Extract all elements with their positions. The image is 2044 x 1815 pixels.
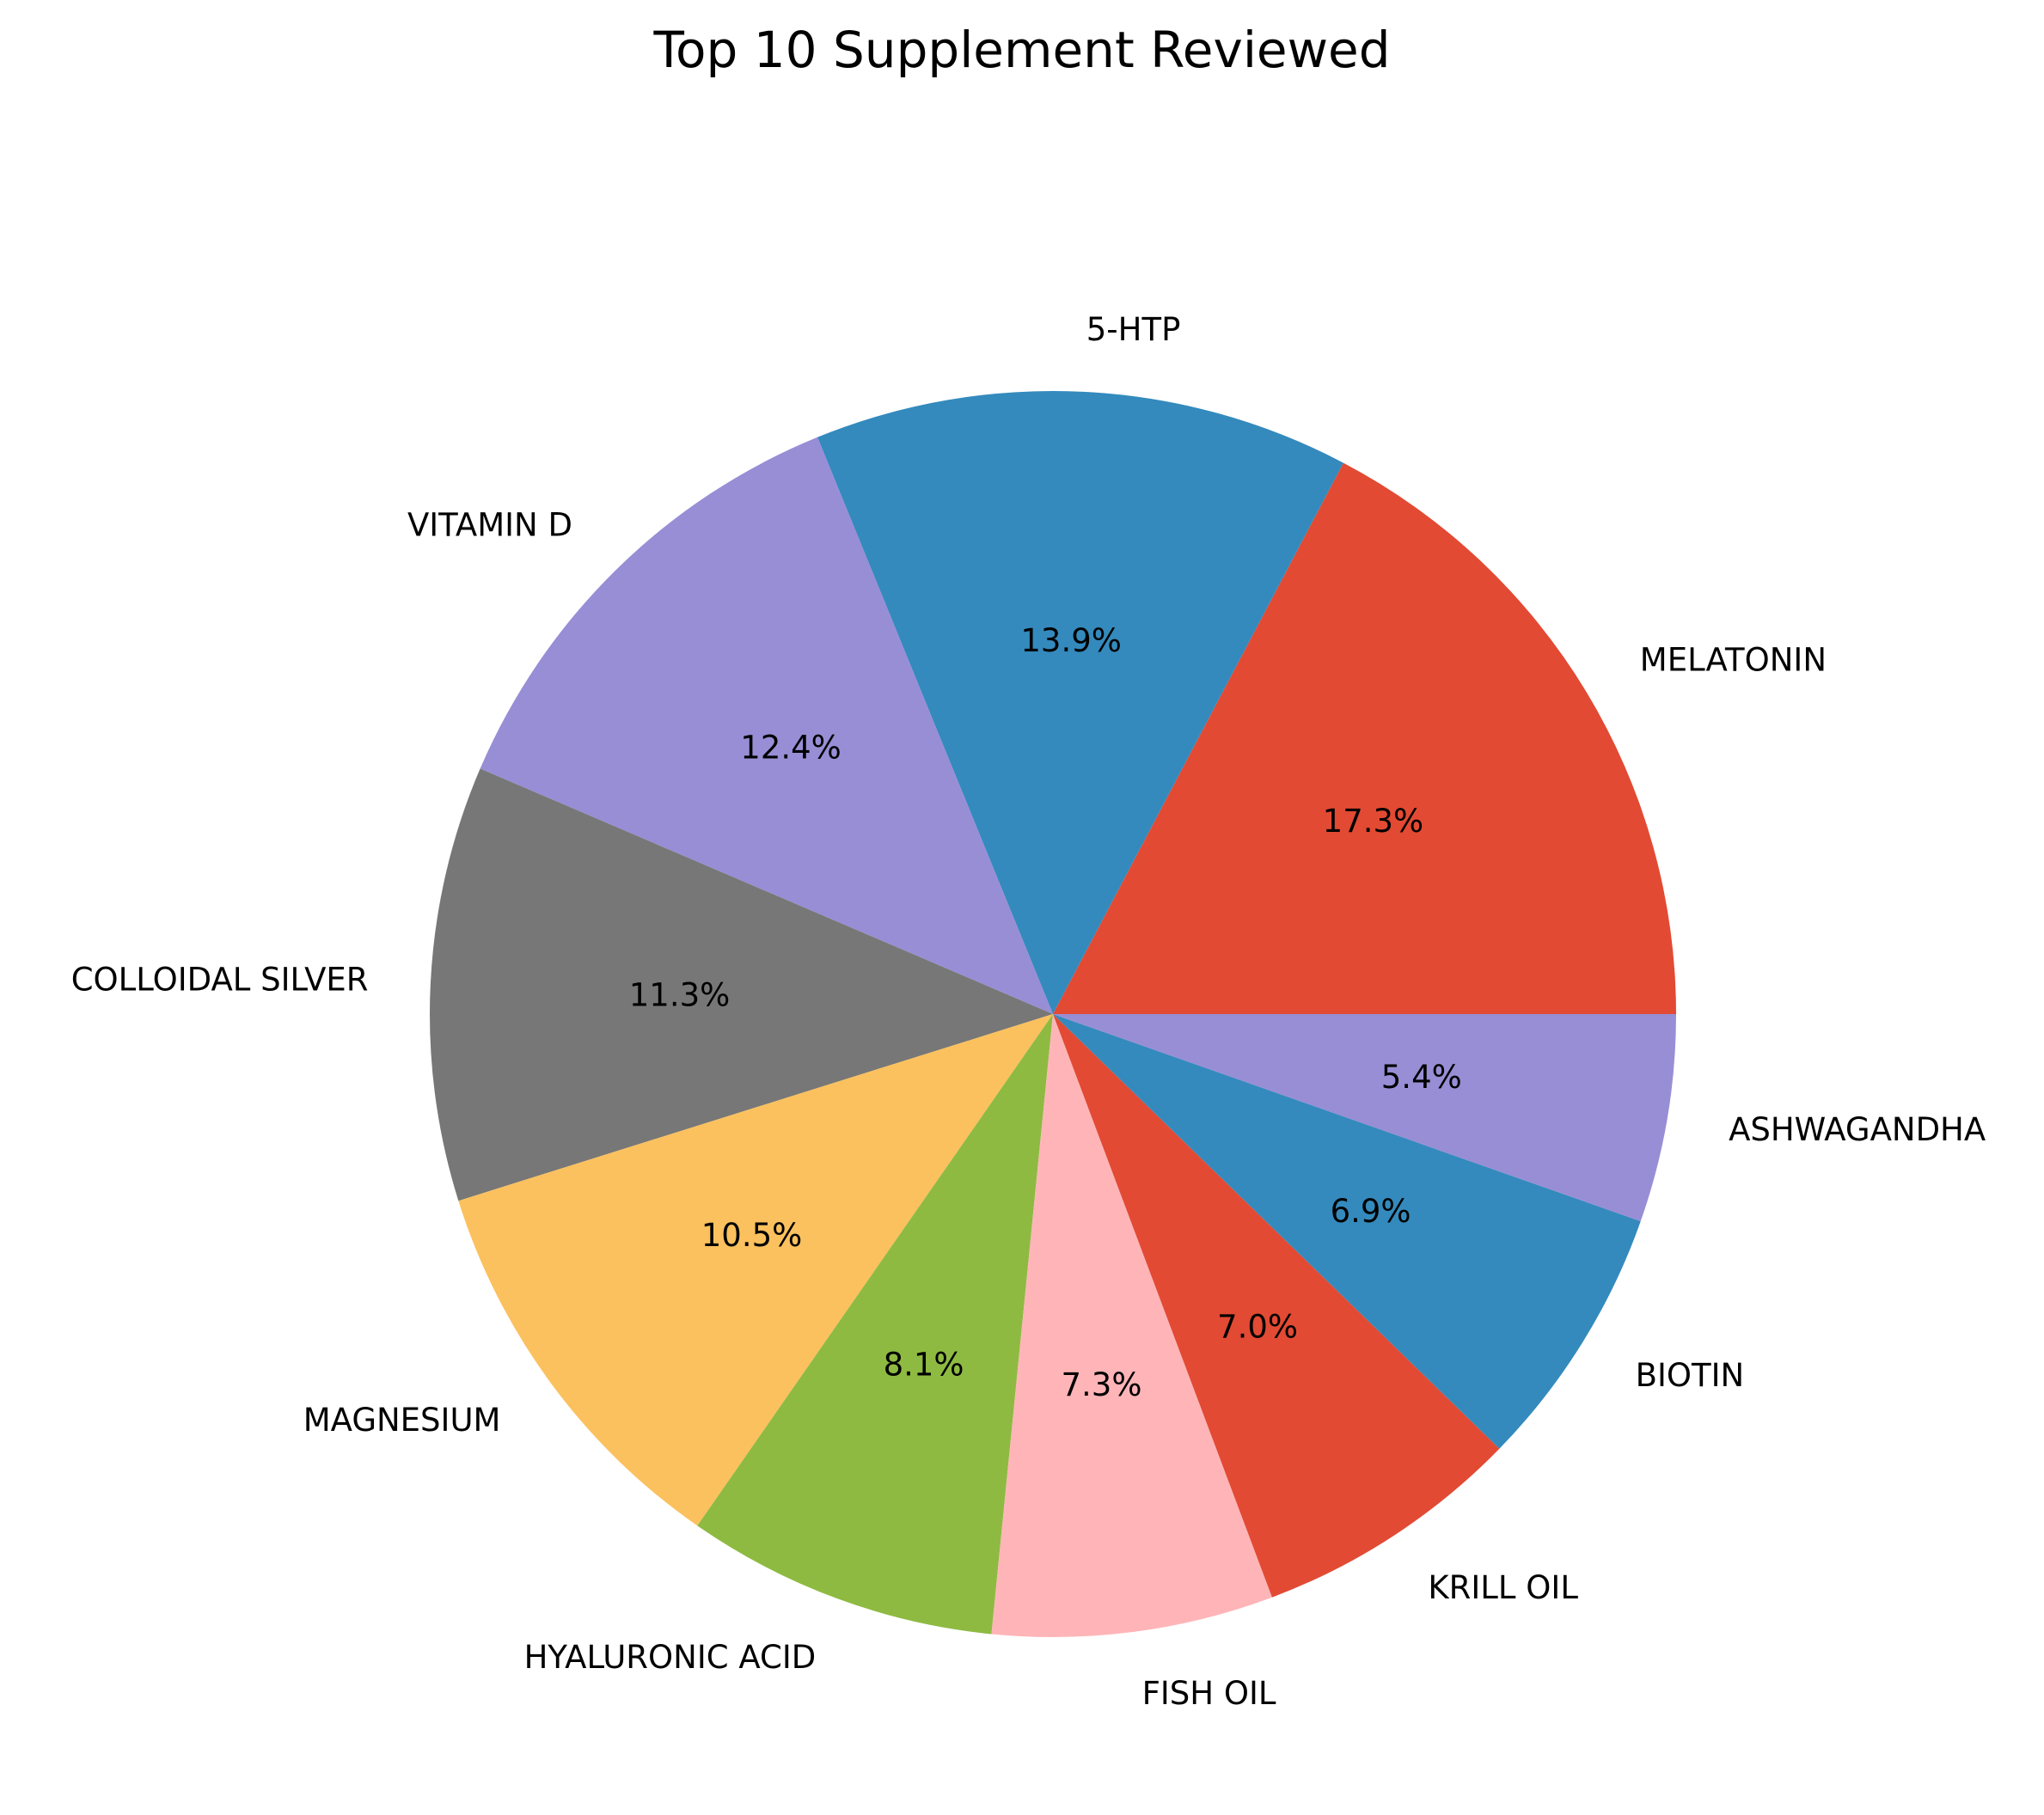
pie-slice-vitamin-d <box>480 437 1053 1014</box>
pie-value-label: 7.0% <box>1217 1309 1298 1346</box>
pie-category-label: 5-HTP <box>1086 311 1181 348</box>
pie-category-label: COLLOIDAL SILVER <box>71 961 369 998</box>
pie-slice-melatonin <box>1053 462 1676 1014</box>
pie-value-label: 5.4% <box>1381 1059 1462 1096</box>
pie-category-label: KRILL OIL <box>1428 1569 1578 1606</box>
pie-slices <box>430 390 1676 1638</box>
pie-slice-magnesium <box>458 1014 1053 1526</box>
pie-slice-5-htp <box>817 390 1343 1014</box>
pie-value-label: 12.4% <box>740 729 841 766</box>
pie-category-label: VITAMIN D <box>407 507 572 544</box>
pie-value-label: 17.3% <box>1323 803 1424 840</box>
pie-value-label: 11.3% <box>629 977 731 1014</box>
pie-slice-ashwagandha <box>1053 1014 1676 1222</box>
pie-value-label: 7.3% <box>1061 1366 1141 1403</box>
pie-category-label: FISH OIL <box>1142 1675 1276 1712</box>
pie-category-label: BIOTIN <box>1636 1357 1745 1394</box>
chart-title: Top 10 Supplement Reviewed <box>652 21 1390 79</box>
percentage-labels: 17.3% 13.9% 12.4% 11.3% 10.5% 8.1% 7.3% 7.0% 6.9… <box>629 622 1462 1403</box>
pie-slice-fish-oil <box>991 1014 1272 1638</box>
pie-slice-colloidal-silver <box>430 768 1053 1201</box>
pie-category-label: HYALURONIC ACID <box>524 1639 817 1676</box>
pie-value-label: 8.1% <box>884 1347 964 1384</box>
pie-slice-krill-oil <box>1053 1014 1500 1598</box>
pie-value-label: 6.9% <box>1331 1193 1411 1230</box>
pie-category-label: ASHWAGANDHA <box>1729 1111 1986 1148</box>
pie-category-label: MELATONIN <box>1640 641 1827 678</box>
pie-category-label: MAGNESIUM <box>303 1402 501 1439</box>
pie-value-label: 13.9% <box>1020 622 1122 659</box>
pie-slice-biotin <box>1053 1014 1641 1449</box>
pie-slice-hyaluronic-acid <box>697 1014 1053 1635</box>
category-labels: MELATONIN 5-HTP VITAMIN D COLLOIDAL SILVER M… <box>71 311 1986 1712</box>
pie-value-label: 10.5% <box>701 1217 803 1254</box>
